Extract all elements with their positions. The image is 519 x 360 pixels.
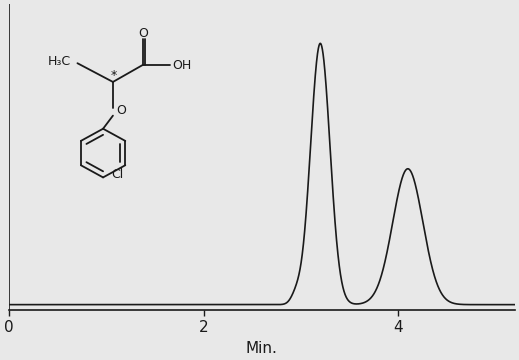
Text: H₃C: H₃C [48, 55, 71, 68]
Text: O: O [116, 104, 126, 117]
Text: Cl: Cl [111, 168, 124, 181]
X-axis label: Min.: Min. [246, 341, 278, 356]
Text: *: * [111, 69, 117, 82]
Text: OH: OH [172, 59, 192, 72]
Text: O: O [139, 27, 148, 40]
